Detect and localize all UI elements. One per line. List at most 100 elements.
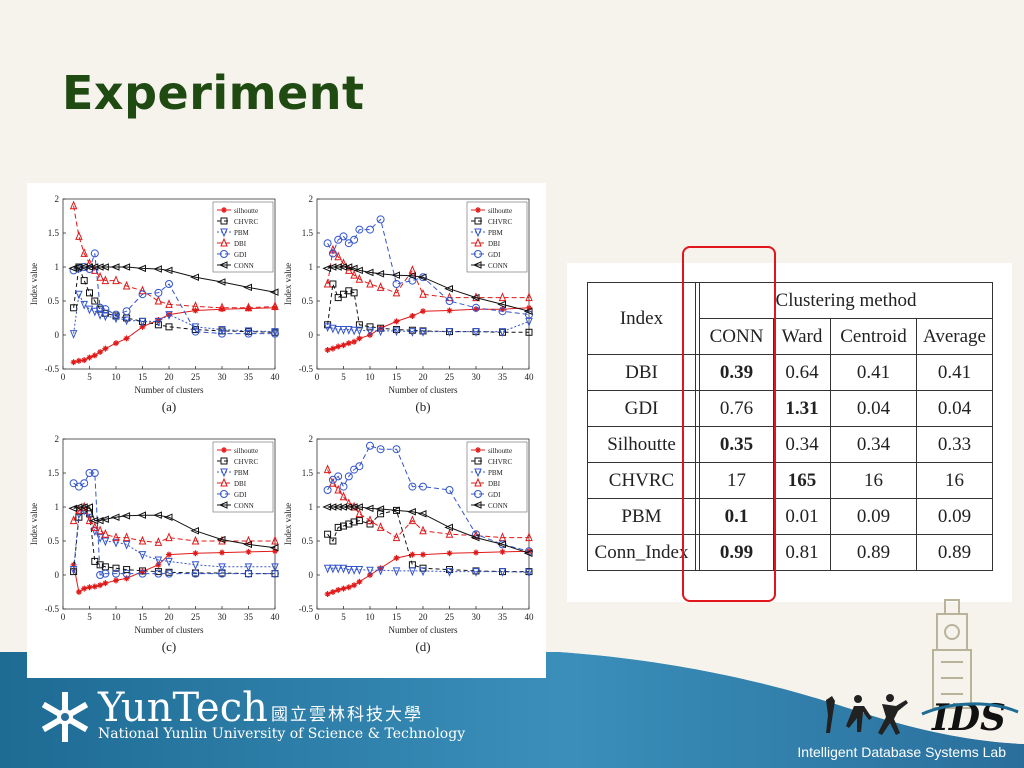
data-point (350, 235, 359, 244)
x-tick-label: 0 (61, 372, 66, 382)
data-point (446, 550, 453, 557)
data-point (366, 515, 374, 525)
y-tick-label: 2 (55, 194, 60, 204)
data-point (497, 540, 506, 549)
data-point (138, 569, 147, 578)
legend-label: DBI (488, 240, 501, 248)
data-point (272, 304, 278, 311)
x-tick-label: 25 (191, 612, 201, 622)
data-point (497, 300, 506, 309)
data-point (101, 275, 110, 285)
data-point (366, 323, 374, 331)
data-point (323, 486, 332, 494)
legend-marker (475, 207, 481, 213)
data-point (355, 225, 364, 234)
data-point (102, 345, 109, 352)
x-tick-label: 15 (138, 372, 148, 382)
data-point (97, 582, 104, 589)
data-point (408, 265, 417, 274)
legend-label: GDI (488, 251, 501, 259)
data-point (376, 327, 385, 337)
lab-name: Intelligent Database Systems Lab (797, 744, 1006, 760)
data-point (356, 335, 363, 342)
data-point (329, 537, 337, 545)
column-header: Ward (773, 318, 831, 355)
data-point (334, 523, 342, 531)
data-point (392, 445, 401, 454)
data-point (472, 568, 480, 577)
data-point (364, 268, 374, 277)
x-tick-label: 25 (445, 612, 455, 622)
x-tick-label: 30 (218, 612, 228, 622)
data-point (472, 303, 480, 312)
x-tick-label: 25 (191, 372, 201, 382)
legend-label: silhoutte (234, 207, 258, 215)
data-point (123, 575, 130, 582)
data-point (356, 578, 363, 585)
data-point (407, 272, 416, 280)
legend-label: GDI (234, 251, 247, 259)
data-point (271, 328, 279, 337)
data-point (445, 292, 454, 302)
y-tick-label: 1.5 (302, 468, 314, 478)
legend-marker (474, 237, 482, 247)
series-line (327, 248, 529, 299)
y-tick-label: 1 (55, 262, 60, 272)
series-line (73, 205, 276, 309)
y-tick-label: 0.5 (48, 296, 60, 306)
data-point (113, 577, 119, 584)
x-tick-label: 30 (472, 612, 482, 622)
legend-marker (220, 250, 228, 258)
x-tick-label: 20 (419, 372, 429, 382)
legend-label: CHVRC (488, 458, 512, 466)
table-cell: 0.04 (916, 390, 993, 427)
data-point (218, 329, 226, 338)
data-point (339, 232, 348, 241)
legend-marker (220, 217, 228, 225)
data-point (444, 523, 453, 532)
data-point (91, 307, 99, 317)
legend-marker (474, 490, 482, 498)
data-point (473, 549, 479, 556)
data-point (192, 550, 199, 557)
table-row-index: GDI (587, 390, 696, 427)
x-tick-label: 25 (445, 372, 455, 382)
data-point (68, 264, 78, 273)
legend-label: PBM (488, 229, 504, 237)
table-row-index: CHVRC (587, 462, 696, 499)
x-tick-label: 10 (112, 612, 122, 622)
data-point (327, 263, 337, 271)
legend-marker (472, 501, 482, 509)
legend-label: CONN (234, 262, 254, 270)
legend-marker (220, 457, 228, 465)
data-point (366, 327, 374, 337)
data-point (409, 551, 416, 558)
series-line (73, 307, 276, 363)
table-cell: 1.31 (773, 390, 831, 427)
data-point (523, 307, 533, 315)
data-point (340, 342, 347, 349)
data-point (75, 290, 83, 300)
data-point (338, 263, 347, 271)
data-point (445, 528, 454, 538)
y-axis-label: Index value (29, 263, 39, 305)
data-point (101, 528, 110, 538)
series-line (327, 567, 530, 573)
data-point (85, 513, 94, 523)
table-row-index: Silhoutte (587, 426, 696, 463)
data-point (70, 359, 77, 366)
data-point (78, 503, 88, 511)
data-point (154, 556, 163, 566)
data-point (345, 566, 353, 575)
y-tick-label: 0 (55, 570, 60, 580)
data-point (526, 304, 532, 311)
data-point (473, 306, 479, 313)
data-point (525, 568, 533, 578)
data-point (165, 323, 173, 331)
data-point (525, 328, 533, 336)
data-point (376, 566, 385, 576)
data-point (339, 491, 348, 501)
results-table: Index Clustering method CONN Ward Centro… (587, 282, 993, 571)
data-point (324, 530, 332, 538)
data-point (419, 482, 427, 491)
